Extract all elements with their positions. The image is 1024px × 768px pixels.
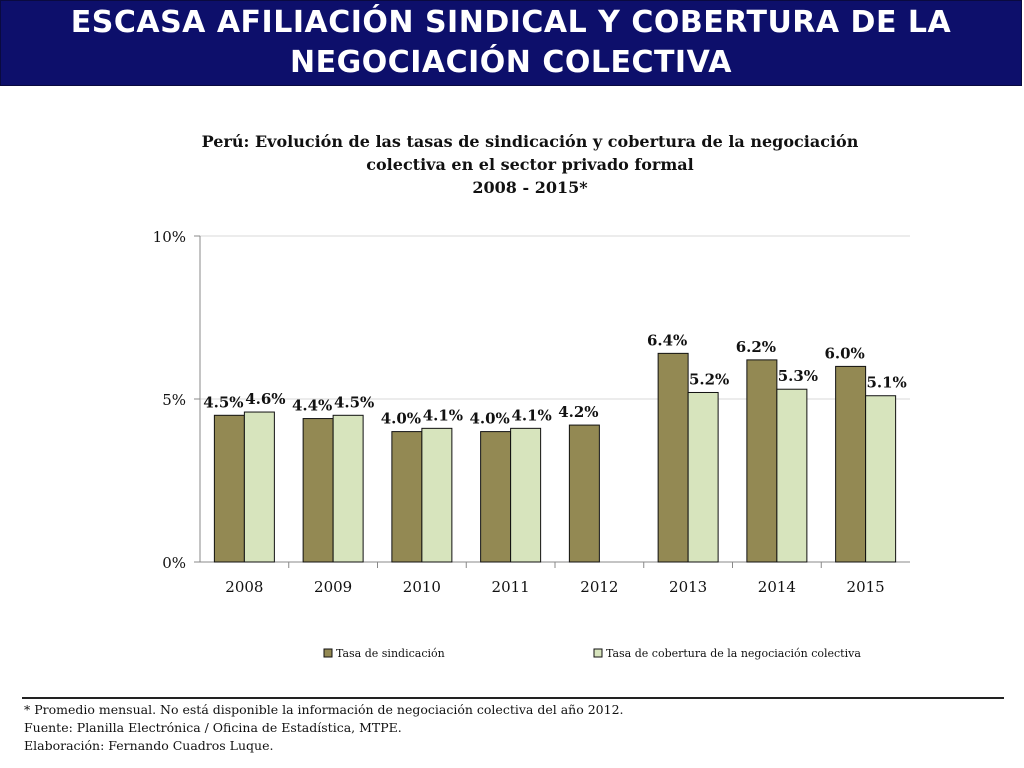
y-tick-label: 10% — [153, 228, 186, 246]
data-label: 5.2% — [689, 370, 729, 388]
bar-sindicacion — [391, 431, 423, 563]
bar-sindicacion — [568, 424, 600, 563]
data-label: 5.3% — [778, 367, 818, 385]
data-label: 4.0% — [381, 410, 421, 428]
bar-sindicacion — [480, 431, 512, 563]
data-label: 6.4% — [647, 331, 687, 349]
legend-swatch — [593, 648, 603, 658]
y-tick-label: 5% — [162, 391, 186, 409]
bar-cobertura — [865, 395, 897, 563]
data-label: 4.5% — [203, 393, 243, 411]
chart-title-line-3: 2008 - 2015* — [472, 178, 588, 197]
data-label: 4.2% — [558, 403, 598, 421]
chart-title-line-2: colectiva en el sector privado formal — [366, 155, 694, 174]
bar-cobertura — [510, 427, 542, 563]
title-banner: ESCASA AFILIACIÓN SINDICAL Y COBERTURA D… — [0, 0, 1022, 86]
x-tick-label: 2010 — [403, 578, 441, 596]
footnote-author: Elaboración: Fernando Cuadros Luque. — [24, 738, 274, 753]
legend-label: Tasa de cobertura de la negociación cole… — [606, 647, 861, 660]
x-tick-label: 2012 — [580, 578, 618, 596]
bar-sindicacion — [213, 414, 245, 563]
y-tick-label: 0% — [162, 554, 186, 572]
page-title: ESCASA AFILIACIÓN SINDICAL Y COBERTURA D… — [70, 5, 952, 80]
bar-sindicacion — [746, 359, 778, 563]
chart-title: Perú: Evolución de las tasas de sindicac… — [130, 130, 930, 199]
data-label: 6.0% — [824, 344, 864, 362]
legend-label: Tasa de sindicación — [336, 647, 445, 660]
x-tick-label: 2014 — [758, 578, 796, 596]
x-tick-label: 2013 — [669, 578, 707, 596]
x-tick-label: 2008 — [225, 578, 263, 596]
data-label: 5.1% — [866, 374, 906, 392]
footnote-source: Fuente: Planilla Electrónica / Oficina d… — [24, 720, 402, 735]
bar-cobertura — [421, 427, 453, 563]
x-tick-label: 2015 — [847, 578, 885, 596]
legend-swatch — [323, 648, 333, 658]
data-label: 4.1% — [423, 406, 463, 424]
bar-cobertura — [687, 391, 719, 563]
bar-cobertura — [776, 388, 808, 563]
data-label: 4.0% — [469, 410, 509, 428]
chart-title-line-1: Perú: Evolución de las tasas de sindicac… — [201, 132, 859, 151]
footnote-note: * Promedio mensual. No está disponible l… — [24, 702, 624, 717]
x-tick-label: 2011 — [492, 578, 530, 596]
bar-sindicacion — [302, 418, 334, 563]
footnotes: * Promedio mensual. No está disponible l… — [24, 701, 624, 755]
data-label: 4.4% — [292, 397, 332, 415]
bar-sindicacion — [835, 365, 867, 563]
bar-sindicacion — [657, 352, 689, 563]
data-label: 6.2% — [736, 338, 776, 356]
data-label: 4.1% — [511, 406, 551, 424]
bar-cobertura — [332, 414, 364, 563]
bar-cobertura — [243, 411, 275, 563]
x-tick-label: 2009 — [314, 578, 352, 596]
footer-divider — [22, 697, 1004, 699]
data-label: 4.5% — [334, 393, 374, 411]
data-label: 4.6% — [245, 390, 285, 408]
